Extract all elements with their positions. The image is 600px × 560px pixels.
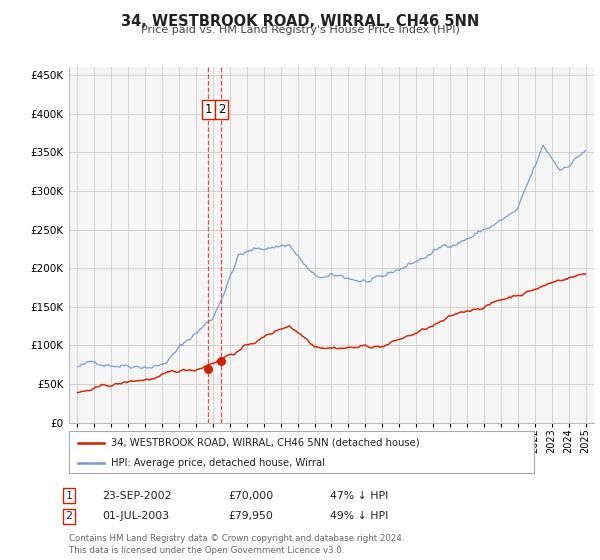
Text: 2: 2 — [65, 511, 73, 521]
Text: 23-SEP-2002: 23-SEP-2002 — [102, 491, 172, 501]
Text: 1: 1 — [205, 103, 212, 116]
Text: £70,000: £70,000 — [228, 491, 273, 501]
Text: 49% ↓ HPI: 49% ↓ HPI — [330, 511, 388, 521]
Text: 1: 1 — [65, 491, 73, 501]
Text: 34, WESTBROOK ROAD, WIRRAL, CH46 5NN: 34, WESTBROOK ROAD, WIRRAL, CH46 5NN — [121, 14, 479, 29]
Text: 2: 2 — [218, 103, 225, 116]
Text: 34, WESTBROOK ROAD, WIRRAL, CH46 5NN (detached house): 34, WESTBROOK ROAD, WIRRAL, CH46 5NN (de… — [111, 438, 419, 448]
Text: Price paid vs. HM Land Registry's House Price Index (HPI): Price paid vs. HM Land Registry's House … — [140, 25, 460, 35]
Text: Contains HM Land Registry data © Crown copyright and database right 2024.
This d: Contains HM Land Registry data © Crown c… — [69, 534, 404, 555]
Text: HPI: Average price, detached house, Wirral: HPI: Average price, detached house, Wirr… — [111, 458, 325, 468]
Text: 01-JUL-2003: 01-JUL-2003 — [102, 511, 169, 521]
Text: 47% ↓ HPI: 47% ↓ HPI — [330, 491, 388, 501]
Text: £79,950: £79,950 — [228, 511, 273, 521]
